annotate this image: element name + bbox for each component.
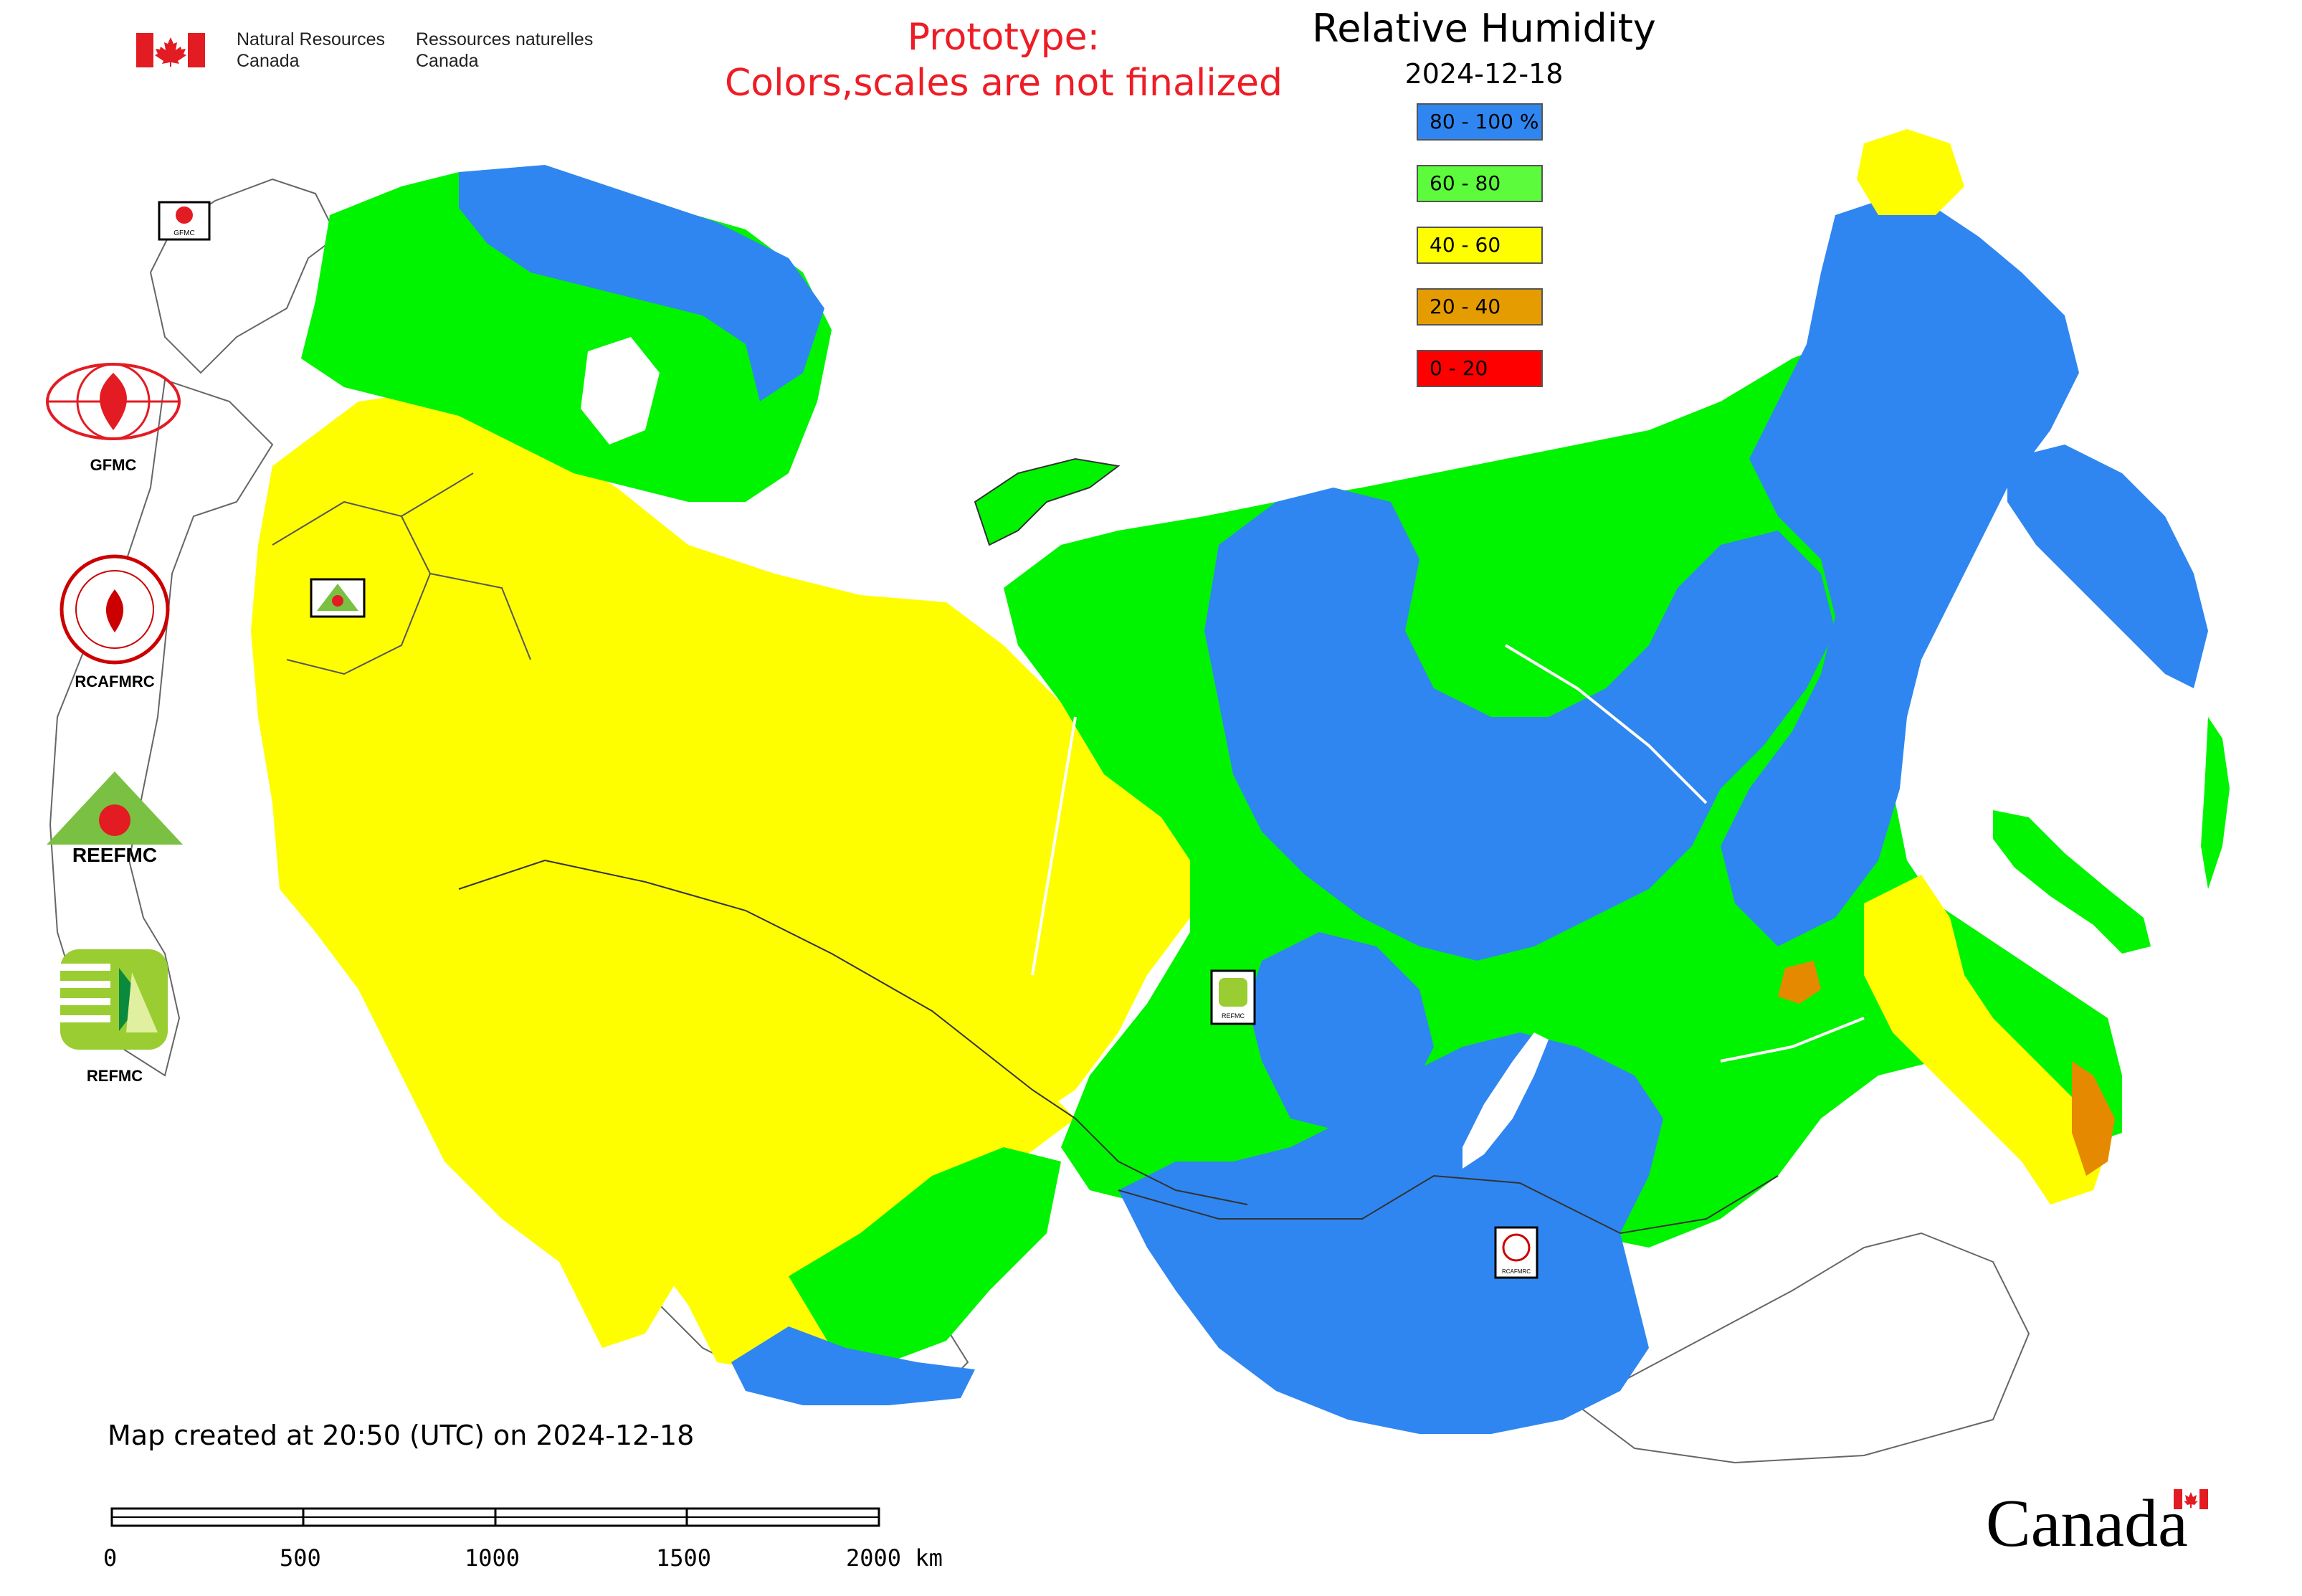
novaya-zemlya [974, 457, 1121, 546]
region-blue-kamchatka [1993, 810, 2151, 954]
map-marker-rcafmrc: RCAFMRC [1494, 1226, 1538, 1279]
legend-swatch-80-100: 80 - 100 % [1417, 103, 1543, 141]
svg-text:RCAFMRC: RCAFMRC [1502, 1268, 1531, 1275]
map-marker-refmc: REFMC [1210, 969, 1256, 1025]
prototype-notice: Prototype: Colors,scales are not finaliz… [609, 14, 1398, 106]
rcafmrc-label: RCAFMRC [75, 673, 155, 690]
gfmc-globe-icon [46, 363, 181, 440]
svg-text:GFMC: GFMC [173, 229, 194, 237]
legend-date: 2024-12-18 [1404, 58, 1564, 90]
refmc-logo: REFMC [57, 946, 172, 1090]
legend-swatch-0-20: 0 - 20 [1417, 350, 1543, 387]
legend-title: Relative Humidity [1312, 6, 1656, 51]
region-blue-kuznetsk [1247, 932, 1434, 1133]
org-name-fr: Ressources naturelles Canada [416, 29, 594, 71]
scale-tick-500: 500 [280, 1544, 321, 1572]
prototype-line-1: Prototype: [907, 16, 1100, 59]
scale-tick-2000: 2000 km [846, 1544, 943, 1572]
svg-text:REEFMC: REEFMC [72, 844, 157, 866]
reefmc-triangle-icon: REEFMC [47, 771, 183, 866]
canada-wordmark-text: Canada [1986, 1486, 2188, 1561]
region-blue-northeast [1721, 201, 2079, 946]
map-created-text: Map created at 20:50 (UTC) on 2024-12-18 [108, 1420, 695, 1451]
region-blue-taimyr [1204, 488, 1835, 961]
lake-baikal [1462, 1032, 1549, 1169]
border-kazakhstan [458, 859, 1248, 1205]
legend-swatch-20-40: 20 - 40 [1417, 288, 1543, 326]
river-lena [1504, 644, 1708, 804]
legend-swatch-40-60: 40 - 60 [1417, 227, 1543, 264]
region-blue-tianshan [731, 1326, 975, 1405]
rcafmrc-seal-icon [60, 554, 170, 665]
rcafmrc-logo: RCAFMRC [57, 552, 172, 690]
region-orange-fareast [2072, 1061, 2115, 1176]
svg-text:REFMC: REFMC [1222, 1012, 1245, 1020]
refmc-label: REFMC [86, 1067, 143, 1085]
china-outline [1576, 1232, 2030, 1464]
europe-outline [49, 379, 274, 1077]
scale-tick-1500: 1500 [656, 1544, 712, 1572]
prototype-line-2: Colors,scales are not finalized [724, 62, 1283, 105]
scale-bar: 0 500 1000 1500 2000 km [93, 1498, 989, 1577]
canada-flag-icon [136, 33, 205, 67]
border-west-regions [272, 472, 531, 675]
region-blue-okhotsk [2007, 445, 2208, 688]
sakhalin [2201, 717, 2230, 889]
map-marker-gfmc: GFMC [158, 201, 211, 241]
region-orange-amur [1778, 961, 1821, 1004]
org-name-en: Natural Resources Canada [237, 29, 386, 71]
scale-tick-1000: 1000 [465, 1544, 520, 1572]
reefmc-logo: REEFMC [39, 767, 190, 875]
map-marker-reefmc [310, 578, 366, 618]
canada-wordmark: Canada [1986, 1488, 2222, 1559]
lake-onega [581, 337, 660, 445]
legend-swatch-60-80: 60 - 80 [1417, 165, 1543, 202]
canada-wordmark-flag-icon [2174, 1489, 2208, 1509]
nrcan-signature: Natural Resources Canada Ressources natu… [136, 29, 609, 79]
river-amur [1720, 1017, 1865, 1063]
region-yellow-chukotka [1857, 129, 1964, 215]
scale-bar-graphic [110, 1507, 880, 1527]
region-yellow-fareast [1864, 875, 2108, 1205]
scale-tick-0: 0 [103, 1544, 118, 1572]
gfmc-label: GFMC [90, 456, 137, 474]
region-green-tianshan [789, 1147, 1061, 1362]
river-ob [1031, 716, 1077, 976]
region-blue-kola [459, 165, 824, 402]
border-mongolia [1118, 1174, 1779, 1235]
gfmc-logo: GFMC [42, 358, 185, 474]
region-blue-south [1118, 1032, 1663, 1434]
refmc-emblem-icon [60, 949, 168, 1050]
